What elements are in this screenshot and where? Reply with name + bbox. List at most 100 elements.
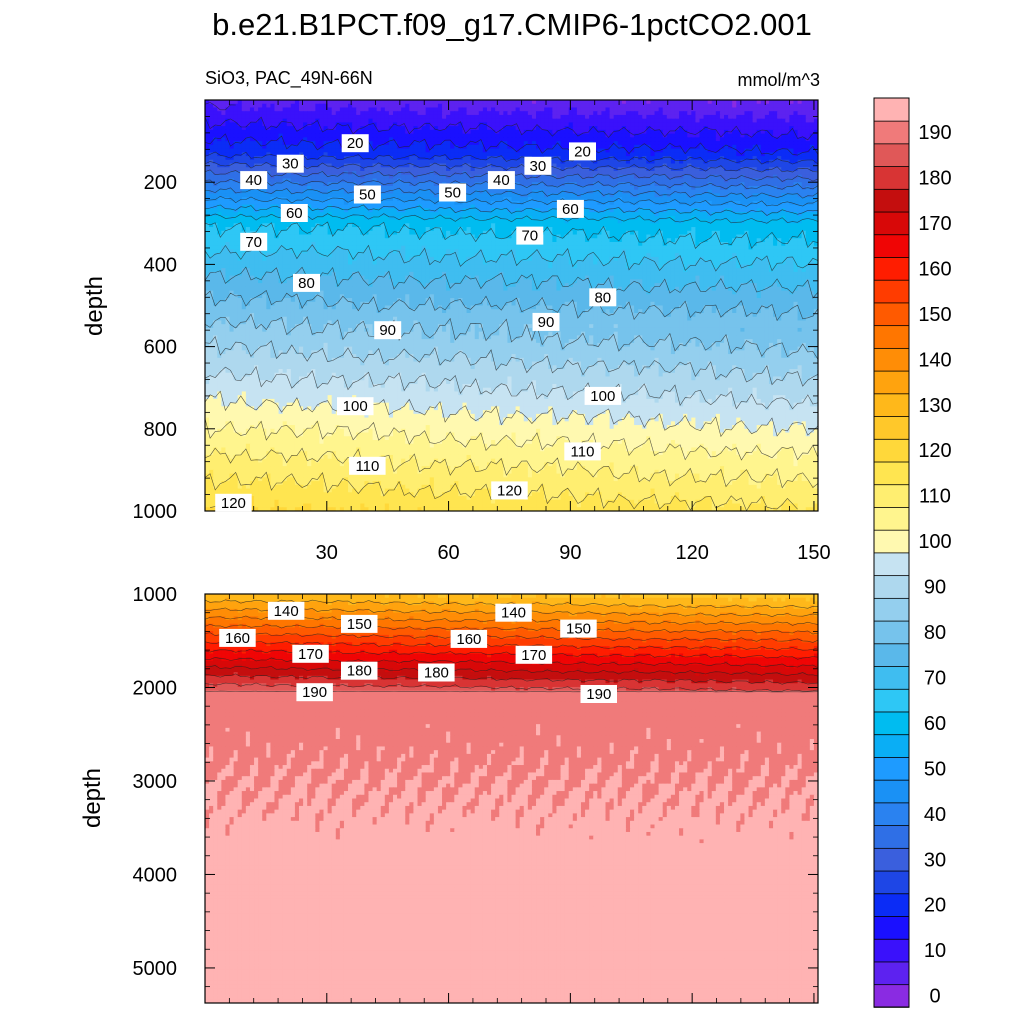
contour-cell	[679, 197, 684, 202]
contour-cell	[724, 208, 729, 213]
contour-cell	[777, 122, 782, 127]
contour-cell	[315, 103, 321, 109]
contour-cell	[515, 129, 521, 135]
contour-cell	[687, 133, 692, 138]
contour-cell	[650, 189, 656, 195]
contour-cell	[801, 118, 807, 124]
contour-cell	[425, 178, 431, 183]
contour-cell	[352, 208, 357, 213]
contour-cell	[376, 208, 382, 213]
contour-cell	[380, 129, 386, 135]
contour-cell	[801, 167, 807, 172]
contour-cell	[670, 129, 676, 135]
contour-cell	[352, 219, 357, 224]
contour-cell	[683, 167, 688, 172]
contour-cell	[638, 107, 643, 112]
contour-cell	[335, 215, 341, 221]
contour-cell	[511, 126, 517, 131]
contour-cell	[801, 178, 807, 183]
contour-cell	[552, 212, 558, 217]
contour-cell	[478, 219, 484, 224]
contour-cell	[670, 212, 676, 217]
contour-cell	[339, 111, 345, 116]
contour-cell	[662, 178, 668, 183]
contour-cell	[785, 212, 790, 217]
contour-cell	[446, 126, 451, 131]
contour-cell	[687, 107, 692, 112]
contour-cell	[572, 126, 578, 131]
contour-cell	[348, 118, 353, 124]
contour-cell	[642, 163, 647, 168]
contour-cell	[356, 107, 361, 112]
contour-cell	[217, 103, 222, 109]
contour-cell	[303, 159, 308, 165]
contour-cell	[732, 137, 737, 142]
contour-cell	[773, 133, 778, 138]
contour-cell	[760, 219, 766, 224]
contour-cell	[527, 219, 533, 224]
contour-cell	[495, 107, 500, 112]
contour-cell	[372, 144, 378, 150]
contour-cell	[674, 144, 680, 150]
contour-cell	[425, 193, 431, 198]
contour-cell	[482, 152, 488, 157]
contour-cell	[527, 144, 533, 150]
contour-cell	[670, 193, 676, 198]
contour-cell	[229, 208, 235, 213]
contour-cell	[352, 118, 357, 124]
contour-cell	[237, 107, 243, 112]
contour-cell	[282, 137, 288, 142]
contour-cell	[548, 126, 553, 131]
contour-cell	[294, 185, 300, 191]
contour-cell	[658, 208, 664, 213]
contour-cell	[229, 193, 235, 198]
contour-cell	[270, 107, 276, 112]
contour-cell	[327, 170, 333, 176]
contour-cell	[433, 144, 439, 150]
contour-cell	[797, 148, 803, 153]
contour-cell	[474, 167, 480, 172]
contour-cell	[425, 103, 431, 109]
contour-cell	[654, 100, 660, 105]
contour-cell	[527, 111, 533, 116]
contour-cell	[662, 156, 668, 161]
contour-cell	[777, 204, 782, 209]
contour-cell	[752, 107, 758, 112]
contour-cell	[397, 212, 402, 217]
contour-cell	[752, 156, 758, 161]
contour-cell	[691, 148, 696, 153]
contour-cell	[642, 182, 647, 187]
contour-cell	[621, 212, 627, 217]
contour-cell	[568, 174, 574, 180]
contour-cell	[768, 193, 774, 198]
contour-cell	[503, 111, 509, 116]
contour-cell	[205, 159, 210, 165]
contour-cell	[233, 126, 239, 131]
contour-cell	[658, 219, 664, 224]
contour-cell	[511, 163, 517, 168]
contour-cell	[466, 156, 472, 161]
contour-cell	[519, 156, 525, 161]
contour-cell	[642, 122, 647, 127]
contour-cell	[213, 107, 218, 112]
contour-cell	[654, 197, 660, 202]
contour-cell	[658, 137, 664, 142]
contour-cell	[748, 178, 754, 183]
contour-cell	[625, 204, 631, 209]
contour-cell	[482, 107, 488, 112]
contour-cell	[756, 148, 762, 153]
contour-cell	[335, 212, 341, 217]
contour-cell	[580, 103, 586, 109]
contour-cell	[519, 174, 525, 180]
contour-cell	[433, 118, 439, 124]
contour-cell	[221, 193, 227, 198]
contour-cell	[773, 114, 778, 120]
contour-cell	[278, 197, 284, 202]
contour-cell	[331, 122, 337, 127]
contour-cell	[679, 208, 684, 213]
contour-cell	[691, 204, 696, 209]
contour-cell	[409, 114, 415, 120]
contour-cell	[719, 122, 725, 127]
contour-cell	[605, 170, 611, 176]
contour-cell	[274, 133, 280, 138]
